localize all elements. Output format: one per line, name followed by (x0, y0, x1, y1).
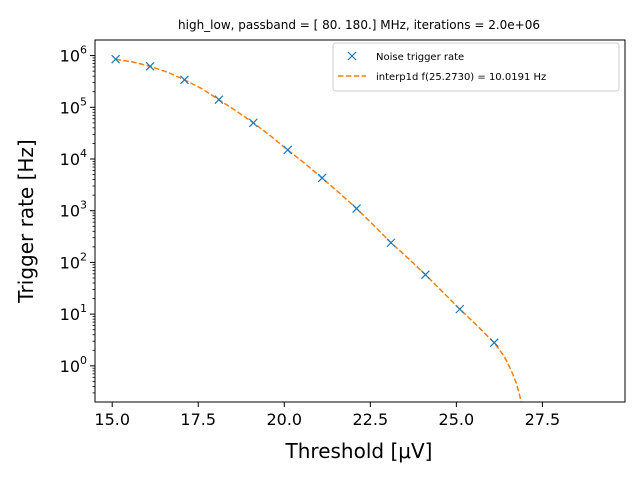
data-point (145, 61, 155, 71)
data-point (180, 75, 189, 85)
plot-frame (94, 39, 626, 403)
data-point (489, 338, 499, 348)
data-point (386, 238, 396, 248)
data-point (283, 145, 293, 155)
x-tick-label: 20.0 (266, 410, 302, 429)
y-tick-label: 101 (60, 302, 87, 324)
x-tick-label: 15.0 (94, 410, 130, 429)
data-point (420, 270, 430, 280)
y-tick-label: 105 (60, 95, 87, 117)
y-tick-label: 103 (60, 199, 87, 221)
x-tick-label: 17.5 (180, 410, 216, 429)
data-point (317, 173, 327, 183)
interp-line (115, 58, 522, 403)
data-point (455, 304, 465, 314)
chart-title: high_low, passband = [ 80. 180.] MHz, it… (178, 18, 540, 32)
data-point (352, 204, 361, 213)
x-axis-title: Threshold [μV] (285, 439, 433, 463)
legend-label-interp: interp1d f(25.2730) = 10.0191 Hz (376, 72, 546, 83)
y-axis-title: Trigger rate [Hz] (14, 139, 38, 303)
legend: Noise trigger rate interp1d f(25.2730) =… (332, 42, 620, 92)
y-axis: 100 101 102 103 104 105 106 (60, 44, 95, 394)
legend-marker-noise (347, 51, 357, 61)
x-axis: 15.0 17.5 20.0 22.5 25.0 27.5 (94, 402, 560, 429)
x-tick-label: 22.5 (353, 410, 389, 429)
y-tick-label: 104 (60, 147, 87, 169)
x-tick-label: 27.5 (525, 410, 561, 429)
y-tick-label: 102 (60, 250, 87, 272)
legend-label-noise: Noise trigger rate (376, 52, 464, 63)
data-point (111, 54, 121, 64)
y-tick-label: 106 (60, 44, 87, 66)
data-point (214, 95, 224, 105)
legend-box (332, 42, 620, 92)
x-tick-label: 25.0 (439, 410, 475, 429)
data-point (248, 118, 258, 128)
y-tick-label: 100 (60, 354, 87, 376)
plot-area (111, 54, 522, 403)
